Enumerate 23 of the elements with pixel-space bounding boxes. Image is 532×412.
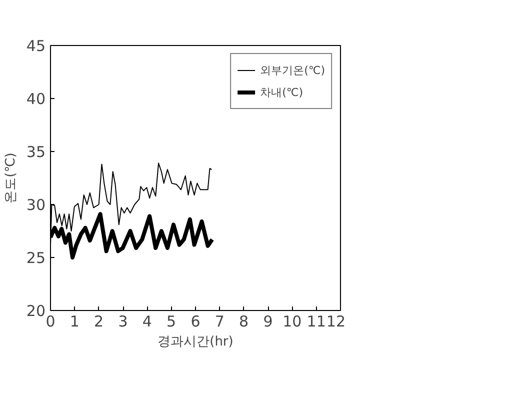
x-tick-label: 8 — [239, 312, 249, 330]
legend-label: 외부기온(℃) — [260, 62, 325, 78]
x-tick-label: 7 — [214, 312, 224, 330]
x-axis-title: 경과시간(hr) — [158, 334, 234, 350]
x-tick-label: 2 — [94, 312, 104, 330]
x-tick-label: 4 — [142, 312, 152, 330]
y-tick-label: 40 — [26, 90, 46, 108]
x-tick-label: 6 — [190, 312, 200, 330]
y-tick-label: 35 — [26, 143, 46, 161]
x-tick-label: 0 — [46, 312, 56, 330]
y-tick-label: 30 — [26, 196, 46, 214]
x-tick-label: 10 — [282, 312, 302, 330]
x-tick-label: 1 — [70, 312, 80, 330]
y-tick-label: 25 — [26, 249, 46, 267]
y-axis-title: 온도(℃) — [3, 152, 18, 204]
x-tick-label: 9 — [263, 312, 273, 330]
x-tick-label: 5 — [166, 312, 176, 330]
legend-label: 차내(℃) — [260, 84, 303, 100]
x-tick-label: 3 — [118, 312, 128, 330]
y-tick-label: 45 — [26, 37, 46, 55]
x-tick-label: 12 — [326, 312, 346, 330]
y-tick-label: 20 — [26, 302, 46, 320]
x-tick-label: 11 — [306, 312, 326, 330]
